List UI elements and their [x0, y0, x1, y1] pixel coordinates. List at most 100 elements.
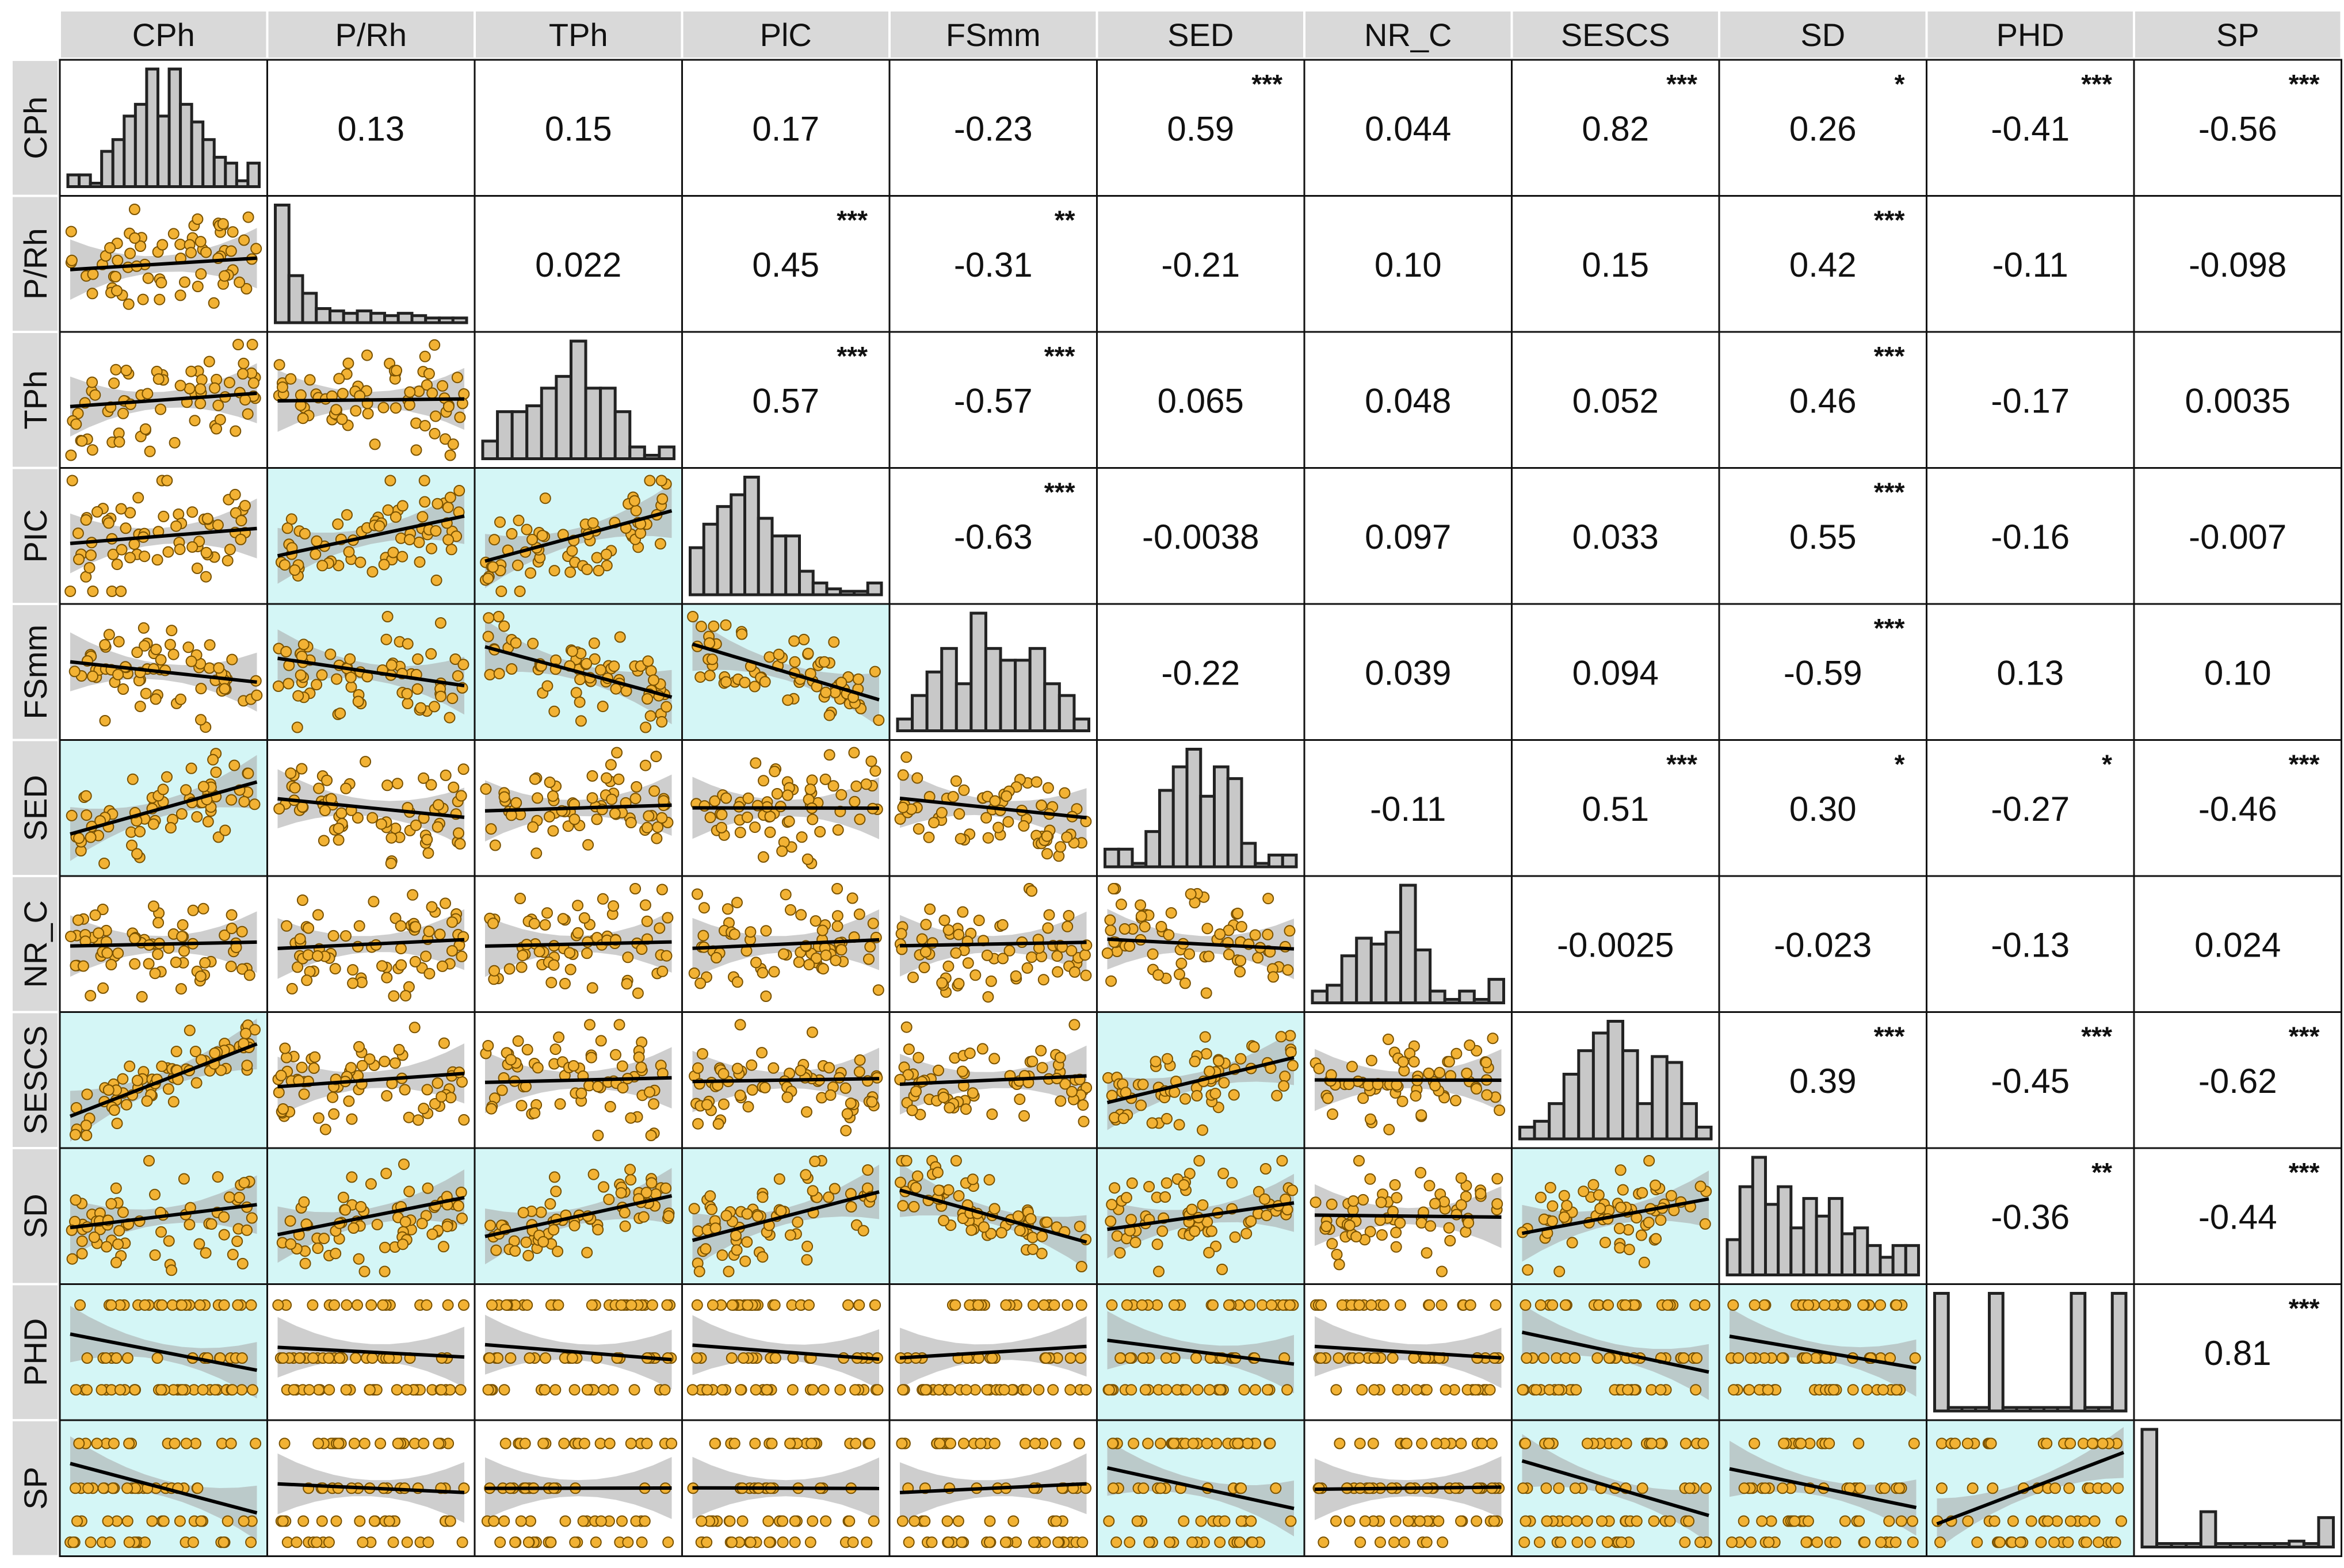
scatter-point	[396, 550, 409, 563]
panel-9-8	[1718, 1283, 1927, 1421]
panel-3-5: -0.0038	[1096, 467, 1305, 605]
scatter-point	[110, 1256, 122, 1268]
scatter-point	[938, 1215, 950, 1226]
scatter-point	[302, 949, 314, 961]
scatter-point	[449, 653, 461, 665]
scatter-point	[801, 1254, 813, 1266]
scatter-point	[639, 1515, 651, 1527]
scatter-point	[356, 1060, 368, 1072]
scatter-point	[804, 1536, 816, 1548]
scatter-point	[99, 715, 111, 726]
scatter-point	[199, 957, 211, 969]
scatter-point	[217, 218, 229, 230]
scatter-point	[816, 924, 829, 936]
scatter-point	[332, 518, 344, 530]
panel-5-0	[59, 739, 268, 877]
scatter-point	[615, 1187, 627, 1199]
scatter-point	[309, 1051, 321, 1063]
scatter-point	[1137, 1079, 1149, 1091]
scatter-point	[529, 1107, 541, 1119]
scatter-point	[724, 1515, 736, 1527]
scatter-point	[487, 917, 499, 930]
scatter-point	[420, 950, 432, 962]
scatter-point	[854, 813, 866, 825]
scatter-point	[521, 523, 533, 536]
scatter-point	[1106, 1299, 1118, 1311]
scatter-point	[379, 1055, 391, 1068]
scatter-point	[515, 1515, 527, 1527]
scatter-point	[80, 790, 92, 802]
scatter-point	[707, 1299, 719, 1311]
scatter-point	[444, 449, 456, 461]
scatter-point	[1907, 1536, 1919, 1548]
histogram-bar	[1841, 1232, 1857, 1277]
scatter-point	[648, 785, 661, 797]
corr-cell-bg	[2134, 196, 2342, 332]
scatter-point	[1749, 1437, 1761, 1450]
scatter-point	[509, 1245, 521, 1257]
corr-cell-bg	[890, 60, 1097, 196]
scatter-point	[194, 1299, 206, 1311]
scatter-point	[81, 1352, 93, 1364]
histogram-bar	[438, 316, 455, 324]
histogram-bar	[757, 517, 774, 596]
scatter-point	[434, 928, 446, 940]
scatter-point	[482, 630, 494, 643]
scatter-point	[337, 388, 349, 400]
correlation-value: 0.55	[1789, 518, 1857, 556]
scatter-point	[1636, 1187, 1648, 1199]
scatter-point	[162, 1083, 174, 1095]
scatter-point	[1594, 1203, 1606, 1214]
histogram-bar	[825, 587, 842, 596]
scatter-point	[390, 402, 402, 414]
scatter-point	[429, 427, 441, 439]
scatter-point	[1165, 907, 1177, 919]
scatter-point	[76, 1235, 88, 1247]
correlation-value: -0.0038	[1142, 518, 1259, 556]
scatter-point	[432, 498, 444, 510]
scatter-point	[1326, 1198, 1338, 1210]
regression-line	[692, 938, 880, 950]
scatter-point	[116, 544, 128, 556]
scatter-point	[1174, 968, 1185, 980]
corr-cell-bg	[1304, 196, 1512, 332]
scatter-point	[521, 1299, 533, 1311]
scatter-point	[413, 536, 425, 548]
scatter-point	[197, 1384, 209, 1396]
scatter-point	[1180, 1384, 1192, 1396]
scatter-point	[1877, 1384, 1889, 1396]
scatter-point	[783, 815, 795, 827]
panel-0-8: 0.26*	[1718, 59, 1927, 197]
scatter-point	[1270, 1482, 1282, 1494]
scatter-point	[1854, 1482, 1866, 1494]
correlation-value: -0.23	[954, 109, 1033, 148]
histogram-bar	[1518, 1126, 1536, 1141]
scatter-point	[97, 904, 109, 915]
scatter-point	[862, 1164, 874, 1176]
panel-10-7	[1511, 1419, 1720, 1557]
scatter-point	[117, 407, 129, 419]
scatter-point	[712, 1118, 724, 1130]
scatter-point	[1691, 1352, 1703, 1364]
scatter-point	[74, 1299, 86, 1311]
scatter-point	[228, 759, 240, 771]
scatter-point	[318, 835, 330, 847]
scatter-point	[399, 1084, 411, 1096]
corr-cell-bg	[1097, 60, 1304, 196]
scatter-point	[299, 1257, 311, 1269]
panel-3-6: 0.097	[1303, 467, 1513, 605]
scatter-point	[781, 1091, 793, 1103]
scatter-point	[1191, 1090, 1203, 1102]
scatter-point	[621, 978, 633, 990]
scatter-point	[1002, 816, 1014, 828]
scatter-point	[741, 1236, 753, 1248]
scatter-point	[1037, 974, 1049, 986]
regression-line	[692, 1486, 880, 1490]
scatter-point	[568, 1219, 581, 1232]
regression-line	[70, 391, 257, 408]
significance-stars: *	[2102, 749, 2112, 779]
panel-1-8: 0.42***	[1718, 195, 1927, 333]
scatter-point	[628, 495, 640, 507]
scatter-point	[782, 789, 793, 801]
scatter-point	[456, 1536, 468, 1548]
